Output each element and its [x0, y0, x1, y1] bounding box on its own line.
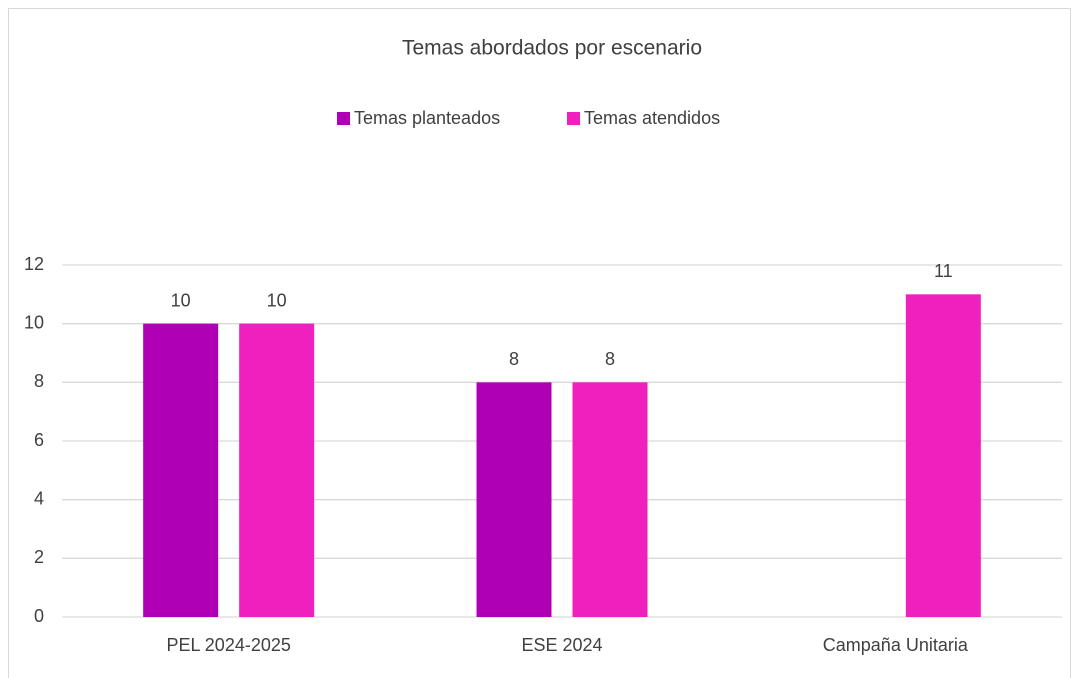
legend-label: Temas atendidos [584, 108, 720, 128]
y-tick-label: 2 [34, 547, 44, 567]
bar [476, 382, 552, 617]
y-tick-label: 6 [34, 430, 44, 450]
data-label: 8 [509, 349, 519, 369]
bar [239, 323, 315, 617]
data-label: 11 [934, 261, 953, 281]
y-tick-label: 0 [34, 606, 44, 626]
y-tick-label: 10 [24, 312, 44, 332]
data-label: 10 [267, 290, 287, 310]
legend-label: Temas planteados [354, 108, 500, 128]
chart-title: Temas abordados por escenario [402, 37, 702, 60]
data-label: 10 [171, 290, 191, 310]
bar [905, 294, 981, 617]
legend-swatch [567, 112, 580, 125]
legend-swatch [337, 112, 350, 125]
data-label: 8 [605, 349, 615, 369]
x-tick-label: Campaña Unitaria [823, 635, 969, 655]
y-tick-label: 8 [34, 371, 44, 391]
x-tick-label: ESE 2024 [521, 635, 602, 655]
x-tick-label: PEL 2024-2025 [166, 635, 290, 655]
bar [143, 323, 219, 617]
bar [572, 382, 648, 617]
y-tick-label: 4 [34, 488, 44, 508]
y-tick-label: 12 [24, 254, 44, 274]
